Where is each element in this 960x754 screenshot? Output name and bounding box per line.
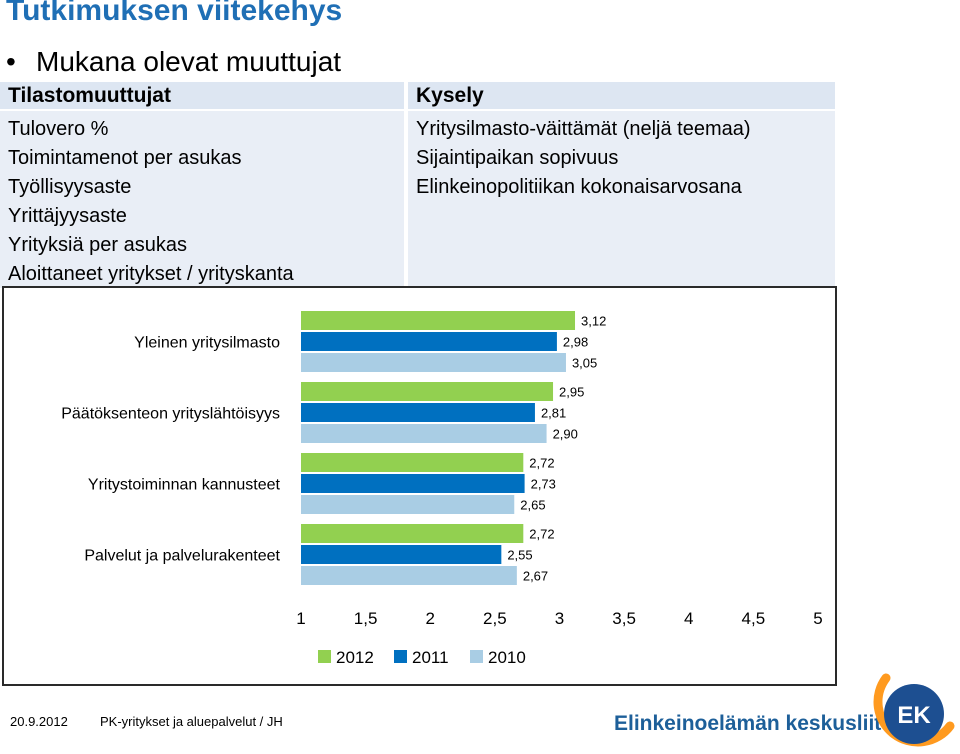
x-tick-label: 1 [296,609,305,628]
x-tick-label: 2,5 [483,609,507,628]
organization-name: Elinkeinoelämän keskusliitto [614,712,902,735]
x-tick-label: 5 [813,609,822,628]
logo-text: EK [897,702,931,729]
survey-panel: Kysely Yritysilmasto-väittämät (neljä te… [408,82,835,288]
legend-label: 2012 [336,648,374,667]
ek-logo-icon: EK [873,673,955,747]
x-tick-label: 1,5 [354,609,378,628]
category-label: Palvelut ja palvelurakenteet [84,548,280,565]
bar-2010 [301,424,547,443]
bar-2012 [301,524,524,543]
bullet-item: • Mukana olevat muuttujat [6,46,341,78]
bar-chart: Yleinen yritysilmasto 3,12 2,98 3,05 Päätöks… [2,286,837,686]
x-tick-label: 3,5 [612,609,636,628]
bar-2011 [301,332,557,351]
bullet-text: Mukana olevat muuttujat [36,46,342,77]
bar-2011 [301,474,525,493]
list-item: Aloittaneet yritykset / yrityskanta [8,263,294,285]
footer-date: 20.9.2012 [10,714,68,729]
list-item: Elinkeinopolitiikan kokonaisarvosana [416,176,742,198]
statistics-list: Tulovero % Toimintamenot per asukas Työl… [0,111,404,289]
legend-label: 2011 [412,648,449,667]
category-label: Yritystoiminnan kannusteet [88,477,281,494]
list-item: Työllisyysaste [8,176,132,198]
statistics-panel: Tilastomuuttujat Tulovero % Toimintameno… [0,82,404,288]
legend-swatch-2010 [470,650,483,663]
data-label: 2,72 [529,527,554,542]
footer-caption: PK-yritykset ja aluepalvelut / JH [100,714,283,729]
legend-label: 2010 [488,648,526,667]
slide-title: Tutkimuksen viitekehys [6,0,343,27]
legend-swatch-2012 [318,650,331,663]
data-label: 2,95 [559,385,584,400]
bar-2012 [301,382,554,401]
x-tick-label: 2 [426,609,435,628]
survey-panel-header: Kysely [408,82,835,111]
legend-swatch-2011 [394,650,407,663]
data-label: 2,67 [523,569,548,584]
bar-2012 [301,311,576,330]
data-label: 3,05 [572,356,597,371]
x-tick-label: 4 [684,609,693,628]
bullet-dot: • [6,46,16,77]
list-item: Yritysilmasto-väittämät (neljä teemaa) [416,118,751,140]
data-label: 2,72 [529,456,554,471]
bar-2010 [301,566,517,585]
bar-2011 [301,545,502,564]
bar-2012 [301,453,524,472]
category-label: Päätöksenteon yrityslähtöisyys [61,406,280,423]
data-label: 2,73 [531,477,556,492]
list-item: Sijaintipaikan sopivuus [416,147,619,169]
x-tick-label: 3 [555,609,564,628]
list-item: Yrityksiä per asukas [8,234,187,256]
statistics-panel-header: Tilastomuuttujat [0,82,404,111]
data-label: 2,65 [520,498,545,513]
data-label: 2,98 [563,335,588,350]
bar-2011 [301,403,535,422]
x-tick-label: 4,5 [742,609,766,628]
data-label: 2,81 [541,406,566,421]
data-label: 2,55 [507,548,532,563]
list-item: Tulovero % [8,118,109,140]
bar-2010 [301,495,515,514]
survey-list: Yritysilmasto-väittämät (neljä teemaa) S… [408,111,835,202]
list-item: Yrittäjyysaste [8,205,127,227]
data-label: 2,90 [553,427,578,442]
data-label: 3,12 [581,314,606,329]
chart-canvas: Yleinen yritysilmasto 3,12 2,98 3,05 Päätöks… [61,311,823,667]
list-item: Toimintamenot per asukas [8,147,242,169]
category-label: Yleinen yritysilmasto [134,335,280,352]
bar-2010 [301,353,566,372]
